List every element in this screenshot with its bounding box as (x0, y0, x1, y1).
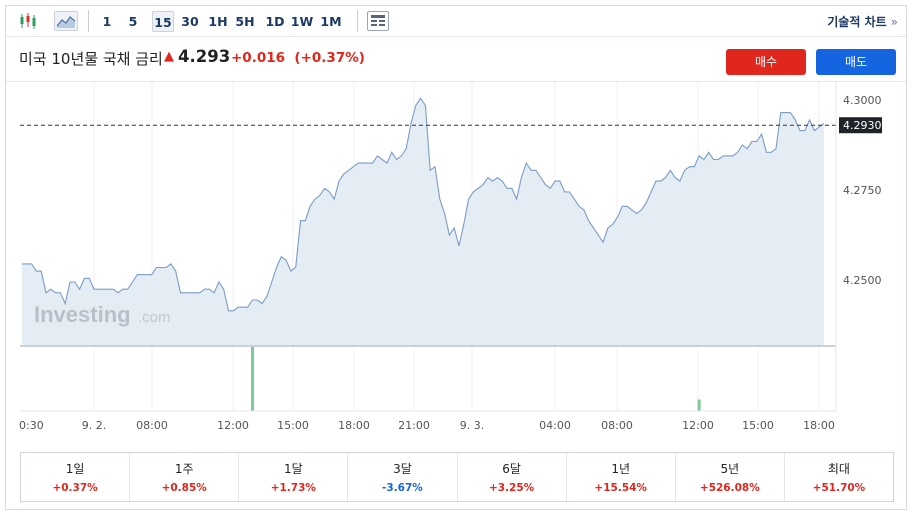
performance-period: 3달 (393, 462, 412, 476)
x-tick-label: 21:00 (398, 419, 430, 432)
volume-bar (697, 399, 701, 411)
performance-change: +15.54% (594, 482, 647, 494)
double-chevron-right-icon: » (890, 15, 898, 29)
y-tick-label: 4.2750 (843, 184, 882, 197)
performance-change: +0.37% (52, 482, 98, 494)
x-tick-label: 18:00 (338, 419, 370, 432)
performance-change: -3.67% (382, 482, 423, 494)
interval-1w[interactable]: 1W (290, 14, 314, 29)
price-line (22, 97, 825, 312)
performance-change: +3.25% (488, 482, 535, 494)
performance-period: 1주 (174, 462, 194, 476)
performance-cell[interactable]: 6달 +3.25% (458, 453, 567, 501)
volume-bar (251, 347, 255, 411)
performance-cell[interactable]: 1년 +15.54% (567, 453, 676, 501)
performance-period: 최대 (827, 462, 850, 476)
performance-cell[interactable]: 1달 +1.73% (239, 453, 349, 501)
technical-chart-link[interactable]: 기술적 차트» (827, 13, 898, 30)
last-price: 4.293 (178, 47, 231, 66)
price-change: +0.016 (+0.37%) (231, 50, 365, 66)
x-tick-label: 12:00 (217, 419, 249, 432)
performance-change: +526.08% (699, 482, 760, 494)
performance-change: +0.85% (161, 482, 207, 494)
interval-15[interactable]: 15 (152, 11, 174, 32)
up-arrow-icon: ▲ (164, 49, 174, 64)
interval-1[interactable]: 1 (102, 14, 112, 29)
performance-period: 1달 (283, 462, 303, 476)
performance-cell[interactable]: 5년 +526.08% (676, 453, 785, 501)
investing-watermark-suffix: .com (138, 309, 171, 326)
interval-1m[interactable]: 1M (320, 14, 342, 29)
last-price-badge-label: 4.2930 (843, 119, 882, 132)
area-chart-icon[interactable] (54, 11, 78, 31)
performance-cell[interactable]: 1일 +0.37% (21, 453, 131, 501)
performance-cell[interactable]: 3달 -3.67% (348, 453, 458, 501)
x-tick-label: 15:00 (277, 419, 309, 432)
y-tick-label: 4.2500 (843, 274, 882, 287)
interval-1d[interactable]: 1D (265, 14, 285, 29)
interval-5[interactable]: 5 (128, 14, 138, 29)
performance-period: 6달 (502, 462, 521, 476)
last-price-badge (839, 117, 882, 134)
interval-1h[interactable]: 1H (208, 14, 228, 29)
x-tick-label: 08:00 (136, 419, 168, 432)
performance-period: 5년 (720, 462, 740, 476)
price-area (22, 98, 824, 345)
performance-cell[interactable]: 최대 +51.70% (785, 453, 893, 501)
y-tick-label: 4.3000 (843, 94, 882, 107)
change-percent: (+0.37%) (294, 50, 365, 66)
chart-widget: 1 5 15 30 1H 5H 1D 1W 1M 기술적 차트» 미국 10년물 국채 금리 ▲… (5, 5, 907, 510)
x-tick-label: 12:00 (682, 419, 714, 432)
x-tick-label: 18:00 (803, 419, 835, 432)
interval-5h[interactable]: 5H (235, 14, 255, 29)
quote-header: 미국 10년물 국채 금리 ▲ 4.293 +0.016 (+0.37%) 매수… (6, 37, 906, 82)
performance-change: +1.73% (270, 482, 316, 494)
investing-watermark: Investing (34, 302, 131, 327)
x-tick-label: 08:00 (601, 419, 633, 432)
chart-settings-icon[interactable] (367, 11, 389, 31)
toolbar-divider (357, 10, 358, 32)
x-tick-label: 9. 3. (460, 419, 485, 432)
chart-toolbar: 1 5 15 30 1H 5H 1D 1W 1M 기술적 차트» (6, 6, 906, 37)
performance-change: +51.70% (812, 482, 866, 494)
price-chart[interactable]: Investing .com 4.3000 4.2750 4.2500 4.2930 0:3… (6, 6, 906, 446)
buy-button[interactable]: 매수 (726, 49, 806, 75)
change-value: +0.016 (231, 50, 286, 66)
x-tick-label: 0:30 (19, 419, 44, 432)
performance-period: 1년 (611, 462, 631, 476)
x-tick-label: 04:00 (539, 419, 571, 432)
instrument-title: 미국 10년물 국채 금리 (19, 50, 163, 68)
sell-button[interactable]: 매도 (816, 49, 896, 75)
toolbar-divider (88, 10, 89, 32)
x-tick-label: 9. 2. (82, 419, 107, 432)
x-tick-label: 15:00 (742, 419, 774, 432)
interval-30[interactable]: 30 (181, 14, 199, 29)
candlestick-icon[interactable] (18, 11, 38, 31)
technical-chart-label: 기술적 차트 (827, 15, 887, 29)
performance-cell[interactable]: 1주 +0.85% (130, 453, 240, 501)
performance-strip: 1일 +0.37% 1주 +0.85% 1달 +1.73% 3달 -3.67% 6달 +3.25%… (20, 452, 894, 502)
performance-period: 1일 (65, 462, 85, 476)
